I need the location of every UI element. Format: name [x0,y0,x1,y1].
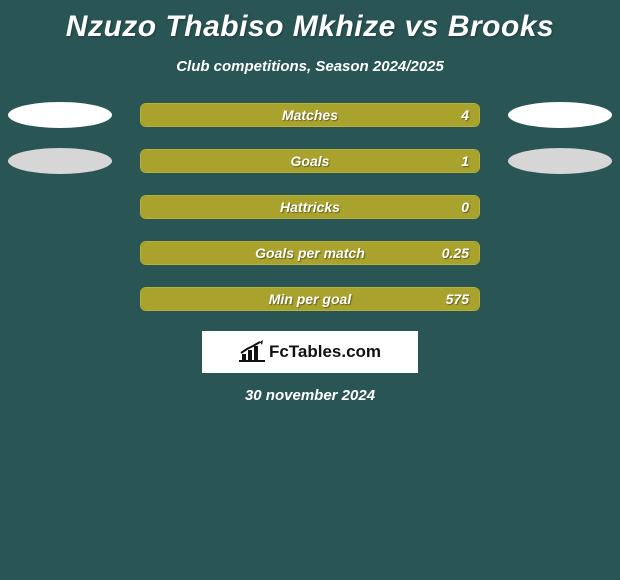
stat-label: Hattricks [141,196,479,218]
left-ellipse [8,102,112,128]
stat-value: 0 [461,196,469,218]
right-ellipse [508,102,612,128]
stat-label: Min per goal [141,288,479,310]
stat-row: Matches4 [0,103,620,127]
stat-value: 1 [461,150,469,172]
bars-chart-icon [239,340,265,364]
left-ellipse [8,148,112,174]
stat-bar: Goals1 [140,149,480,173]
stat-bar: Min per goal575 [140,287,480,311]
stat-rows: Matches4Goals1Hattricks0Goals per match0… [0,103,620,311]
stat-label: Goals per match [141,242,479,264]
right-ellipse [508,148,612,174]
logo: FcTables.com [239,340,381,364]
subtitle: Club competitions, Season 2024/2025 [0,58,620,75]
logo-text: FcTables.com [269,342,381,362]
stat-label: Goals [141,150,479,172]
stat-bar: Goals per match0.25 [140,241,480,265]
stat-row: Min per goal575 [0,287,620,311]
stat-row: Goals per match0.25 [0,241,620,265]
stat-bar: Hattricks0 [140,195,480,219]
stat-label: Matches [141,104,479,126]
stat-value: 0.25 [442,242,469,264]
stat-row: Hattricks0 [0,195,620,219]
stat-value: 575 [446,288,469,310]
stat-bar: Matches4 [140,103,480,127]
stat-value: 4 [461,104,469,126]
date-text: 30 november 2024 [0,387,620,404]
logo-box: FcTables.com [202,331,418,373]
page-title: Nzuzo Thabiso Mkhize vs Brooks [0,0,620,44]
stat-row: Goals1 [0,149,620,173]
